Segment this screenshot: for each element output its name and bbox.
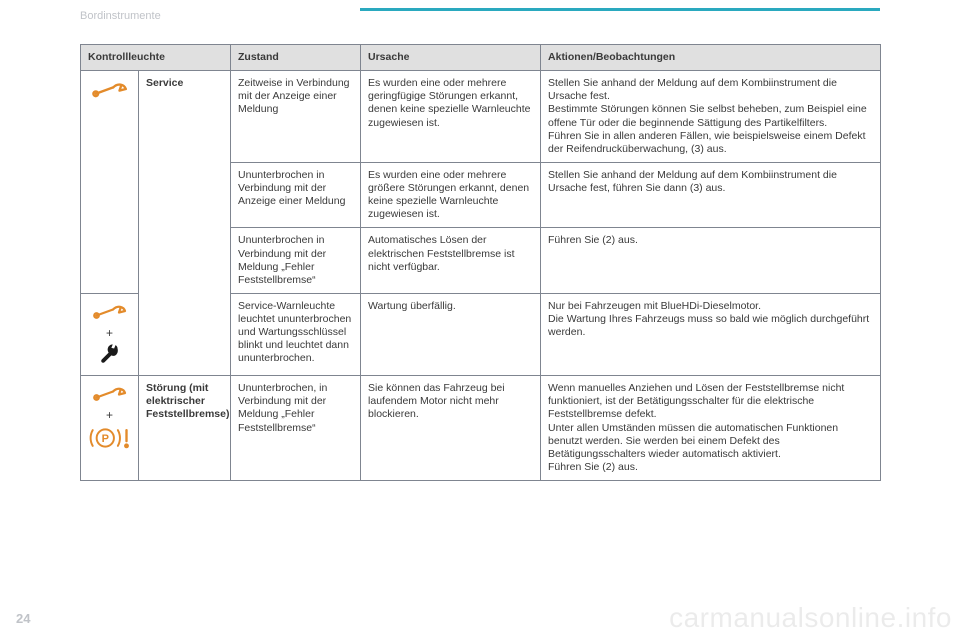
wrench-outline-icon xyxy=(91,302,129,320)
col-ursache: Ursache xyxy=(361,45,541,71)
plus-icon: + xyxy=(88,326,131,341)
cell-ursache: Sie können das Fahrzeug bei laufendem Mo… xyxy=(361,376,541,481)
col-kontrollleuchte: Kontrollleuchte xyxy=(81,45,231,71)
svg-text:P: P xyxy=(102,433,109,445)
service-label: Service xyxy=(139,71,231,376)
cell-ursache: Es wurden eine oder mehrere geringfügige… xyxy=(361,71,541,163)
cell-ursache: Wartung überfällig. xyxy=(361,293,541,375)
cell-zustand: Ununterbrochen in Verbindung mit der Anz… xyxy=(231,162,361,228)
parking-brake-warning-icon: P xyxy=(88,425,132,451)
table-row: Service Zeitweise in Verbindung mit der … xyxy=(81,71,881,163)
cell-zustand: Zeitweise in Verbindung mit der Anzeige … xyxy=(231,71,361,163)
service-plus-wrench-icon-cell: + xyxy=(81,293,139,375)
cell-zustand: Service-Warnleuchte leuchtet ununterbroc… xyxy=(231,293,361,375)
table-row: + P Störung (mit elektrischer Feststellb… xyxy=(81,376,881,481)
cell-zustand: Ununterbrochen, in Verbindung mit der Me… xyxy=(231,376,361,481)
cell-zustand: Ununterbrochen in Verbindung mit der Mel… xyxy=(231,228,361,294)
cell-aktion: Wenn manuelles Anziehen und Lösen der Fe… xyxy=(541,376,881,481)
wrench-outline-icon xyxy=(91,79,129,99)
stoerung-label: Störung (mit elektrischer Feststellbrems… xyxy=(139,376,231,481)
service-icon-cell xyxy=(81,71,139,294)
accent-bar xyxy=(360,8,880,11)
warning-lights-table: Kontrollleuchte Zustand Ursache Aktionen… xyxy=(80,44,881,481)
cell-aktion: Nur bei Fahrzeugen mit BlueHDi-Dieselmot… xyxy=(541,293,881,375)
cell-ursache: Automatisches Lösen der elektrischen Fes… xyxy=(361,228,541,294)
cell-aktion: Führen Sie (2) aus. xyxy=(541,228,881,294)
wrench-solid-icon xyxy=(95,343,125,365)
watermark: carmanualsonline.info xyxy=(669,602,952,634)
cell-aktion: Stellen Sie anhand der Meldung auf dem K… xyxy=(541,71,881,163)
section-title: Bordinstrumente xyxy=(80,10,161,22)
table-header-row: Kontrollleuchte Zustand Ursache Aktionen… xyxy=(81,45,881,71)
wrench-outline-icon xyxy=(91,384,129,402)
page-number: 24 xyxy=(16,611,30,626)
cell-aktion: Stellen Sie anhand der Meldung auf dem K… xyxy=(541,162,881,228)
col-zustand: Zustand xyxy=(231,45,361,71)
cell-ursache: Es wurden eine oder mehrere größere Stör… xyxy=(361,162,541,228)
stoerung-icon-cell: + P xyxy=(81,376,139,481)
plus-icon: + xyxy=(88,408,131,423)
col-aktionen: Aktionen/Beobachtungen xyxy=(541,45,881,71)
